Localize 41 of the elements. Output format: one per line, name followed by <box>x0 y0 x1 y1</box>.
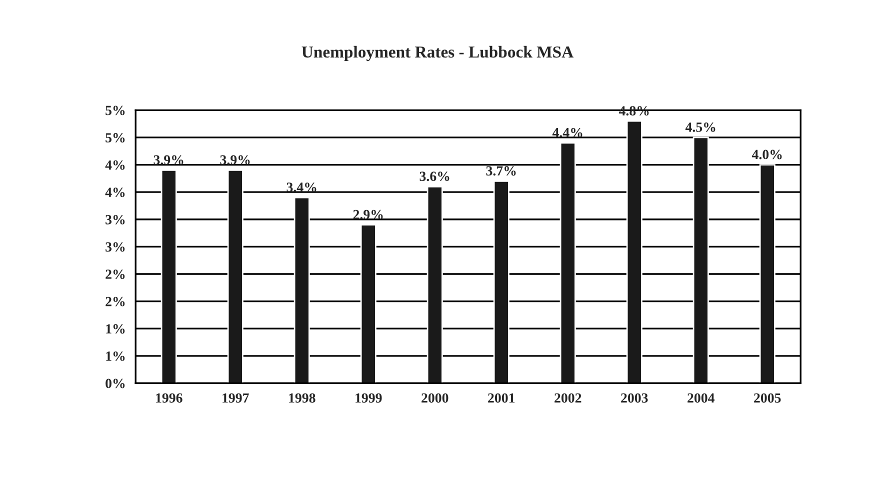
bar <box>227 170 244 384</box>
bar <box>294 196 310 384</box>
y-tick-label: 1% <box>106 324 125 334</box>
y-tick-label: 1% <box>106 351 125 361</box>
bar <box>493 180 510 384</box>
y-tick-label: 3% <box>106 214 125 224</box>
x-tick-label: 2001 <box>488 393 515 403</box>
y-tick-label: 3% <box>106 242 125 252</box>
data-label: 3.9% <box>154 155 184 165</box>
data-label: 3.7% <box>486 166 516 176</box>
bar <box>360 224 376 384</box>
data-label: 4.0% <box>752 150 782 160</box>
bar <box>626 120 642 384</box>
data-label: 3.4% <box>286 182 316 192</box>
x-tick-label: 1997 <box>222 393 249 403</box>
bar <box>692 136 709 384</box>
x-tick-label: 1996 <box>156 393 182 403</box>
data-label: 3.9% <box>220 155 250 165</box>
data-label: 3.6% <box>420 172 450 182</box>
x-tick-label: 2004 <box>688 393 715 403</box>
y-tick-label: 5% <box>106 106 125 116</box>
x-tick-label: 2000 <box>422 393 448 403</box>
data-label: 4.4% <box>552 128 582 138</box>
chart-title: Unemployment Rates - Lubbock MSA <box>302 46 574 62</box>
y-tick-label: 0% <box>106 378 125 388</box>
x-tick-label: 2002 <box>554 393 582 403</box>
x-tick-label: 2003 <box>621 393 648 403</box>
bar <box>759 164 776 384</box>
x-tick-label: 1998 <box>289 393 316 403</box>
y-tick-label: 5% <box>106 133 125 142</box>
y-tick-label: 2% <box>106 270 125 279</box>
x-tick-label: 1999 <box>356 393 382 403</box>
x-tick-label: 2005 <box>754 393 781 403</box>
y-tick-label: 2% <box>106 296 125 306</box>
y-tick-label: 4% <box>105 160 125 170</box>
y-tick-label: 4% <box>105 188 125 198</box>
bar <box>426 186 443 384</box>
data-label: 2.9% <box>353 210 383 220</box>
data-label: 4.5% <box>685 122 716 132</box>
bar <box>160 170 177 384</box>
bar <box>560 142 576 384</box>
